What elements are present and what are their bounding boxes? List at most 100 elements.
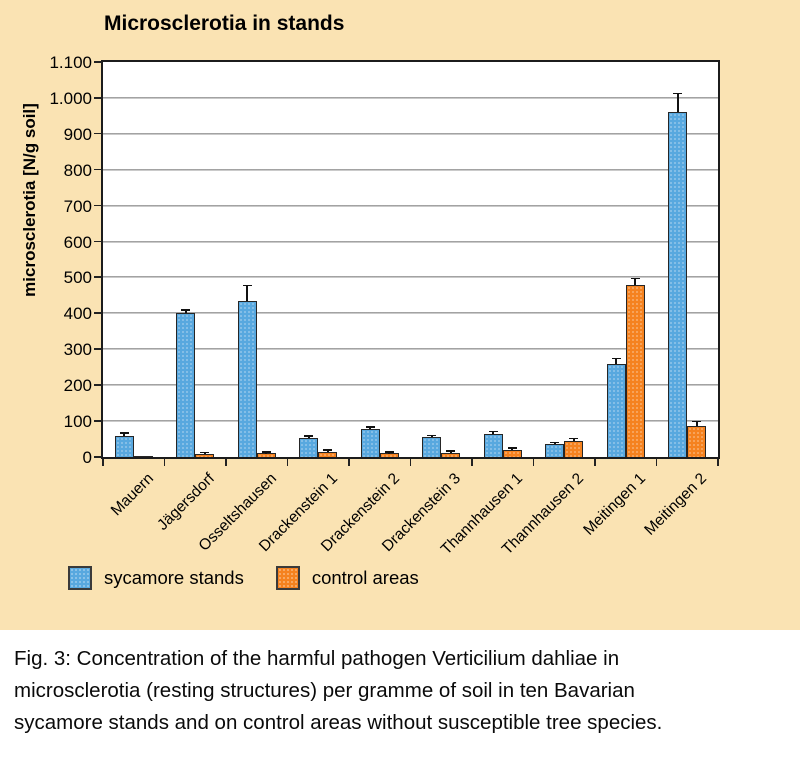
error-bar-cap <box>692 420 702 423</box>
error-bar <box>449 452 452 453</box>
error-bar-cap <box>611 357 621 360</box>
y-tick-label: 100 <box>63 412 92 432</box>
legend: sycamore stands control areas <box>68 566 419 590</box>
y-tick-mark <box>94 204 102 207</box>
x-category-label: Meitingen 1 <box>580 470 649 539</box>
error-bar-cap <box>550 441 560 444</box>
y-tick-mark <box>94 420 102 422</box>
gridline <box>103 348 718 351</box>
figure-caption: Fig. 3: Concentration of the harmful pat… <box>0 630 800 759</box>
error-bar-cap <box>569 437 579 440</box>
bar <box>114 436 134 457</box>
x-category-label: Jägersdorf <box>154 470 219 534</box>
error-bar-cap <box>181 308 191 311</box>
bar <box>502 449 522 457</box>
y-tick-label: 0 <box>82 448 92 467</box>
legend-item-sycamore: sycamore stands <box>68 566 244 590</box>
y-tick-label: 900 <box>63 124 92 144</box>
gridline <box>103 204 718 207</box>
figure-panel: Microsclerotia in stands microsclerotia … <box>0 0 800 630</box>
error-bar <box>634 279 637 285</box>
gridline <box>103 96 718 99</box>
y-tick-mark <box>94 348 102 350</box>
legend-label-control: control areas <box>311 567 419 588</box>
x-tick-mark <box>286 459 289 466</box>
chart-title: Microsclerotia in stands <box>104 12 345 35</box>
bar <box>687 426 707 457</box>
x-tick-mark <box>225 459 227 466</box>
x-tick-mark <box>471 459 473 466</box>
caption-line: sycamore stands and on control areas wit… <box>14 711 663 734</box>
error-bar <box>203 453 206 455</box>
y-tick-label: 300 <box>63 340 92 360</box>
gridline <box>103 312 718 315</box>
y-tick-mark <box>94 384 102 386</box>
error-bar <box>326 450 329 452</box>
x-tick-mark <box>163 459 166 466</box>
error-bar <box>246 286 249 301</box>
bar <box>422 437 442 457</box>
bar <box>545 444 565 457</box>
y-tick-label: 1.100 <box>49 53 92 72</box>
y-tick-mark <box>94 132 102 135</box>
error-bar <box>184 310 187 314</box>
error-bar-cap <box>261 451 271 453</box>
caption-line: microsclerotia (resting structures) per … <box>14 679 635 702</box>
y-tick-label: 200 <box>63 376 92 396</box>
bar <box>483 433 503 457</box>
bar <box>195 454 215 457</box>
gridline <box>103 420 718 423</box>
gridline <box>103 132 718 135</box>
error-bar-cap <box>673 92 683 95</box>
error-bar-cap <box>446 450 456 452</box>
x-tick-mark <box>717 459 719 466</box>
control-swatch-icon <box>275 566 300 590</box>
error-bar <box>676 94 679 113</box>
y-tick-mark <box>94 456 102 458</box>
y-tick-label: 600 <box>63 232 92 252</box>
sycamore-swatch-icon <box>68 566 92 590</box>
error-bar-cap <box>507 447 517 449</box>
bar <box>360 429 380 457</box>
error-bar-cap <box>304 434 314 437</box>
bar <box>299 438 319 457</box>
bar <box>441 452 461 457</box>
error-bar-cap <box>384 451 394 453</box>
error-bar <box>123 434 126 437</box>
x-tick-mark <box>348 459 350 466</box>
x-category-label: Mauern <box>107 470 157 520</box>
x-tick-mark <box>102 459 104 466</box>
error-bar-cap <box>630 277 640 280</box>
error-bar <box>307 436 310 439</box>
y-tick-mark <box>94 240 102 243</box>
error-bar-cap <box>119 432 129 435</box>
plot-area <box>101 60 720 459</box>
x-category-label: Meitingen 2 <box>641 470 711 539</box>
error-bar-cap <box>200 451 210 454</box>
y-tick-label: 700 <box>63 196 92 216</box>
error-bar <box>430 436 433 438</box>
error-bar <box>369 427 372 429</box>
error-bar <box>388 452 391 454</box>
error-bar-cap <box>488 430 498 433</box>
gridline <box>103 240 718 243</box>
y-tick-mark <box>94 312 102 314</box>
legend-label-sycamore: sycamore stands <box>104 567 244 588</box>
bar <box>668 112 688 457</box>
bar <box>256 453 276 457</box>
gridline <box>103 168 718 171</box>
legend-item-control: control areas <box>275 566 419 590</box>
y-tick-mark <box>94 96 102 99</box>
bar <box>379 453 399 457</box>
y-tick-label: 500 <box>63 268 92 288</box>
x-tick-mark <box>409 459 412 466</box>
error-bar-cap <box>427 434 437 437</box>
y-tick-label: 1.000 <box>49 88 92 108</box>
gridline <box>103 384 718 387</box>
bar <box>176 313 196 457</box>
error-bar <box>695 422 698 427</box>
error-bar <box>572 439 575 441</box>
error-bar-cap <box>365 425 375 428</box>
bar <box>318 451 338 457</box>
bar <box>564 440 584 457</box>
